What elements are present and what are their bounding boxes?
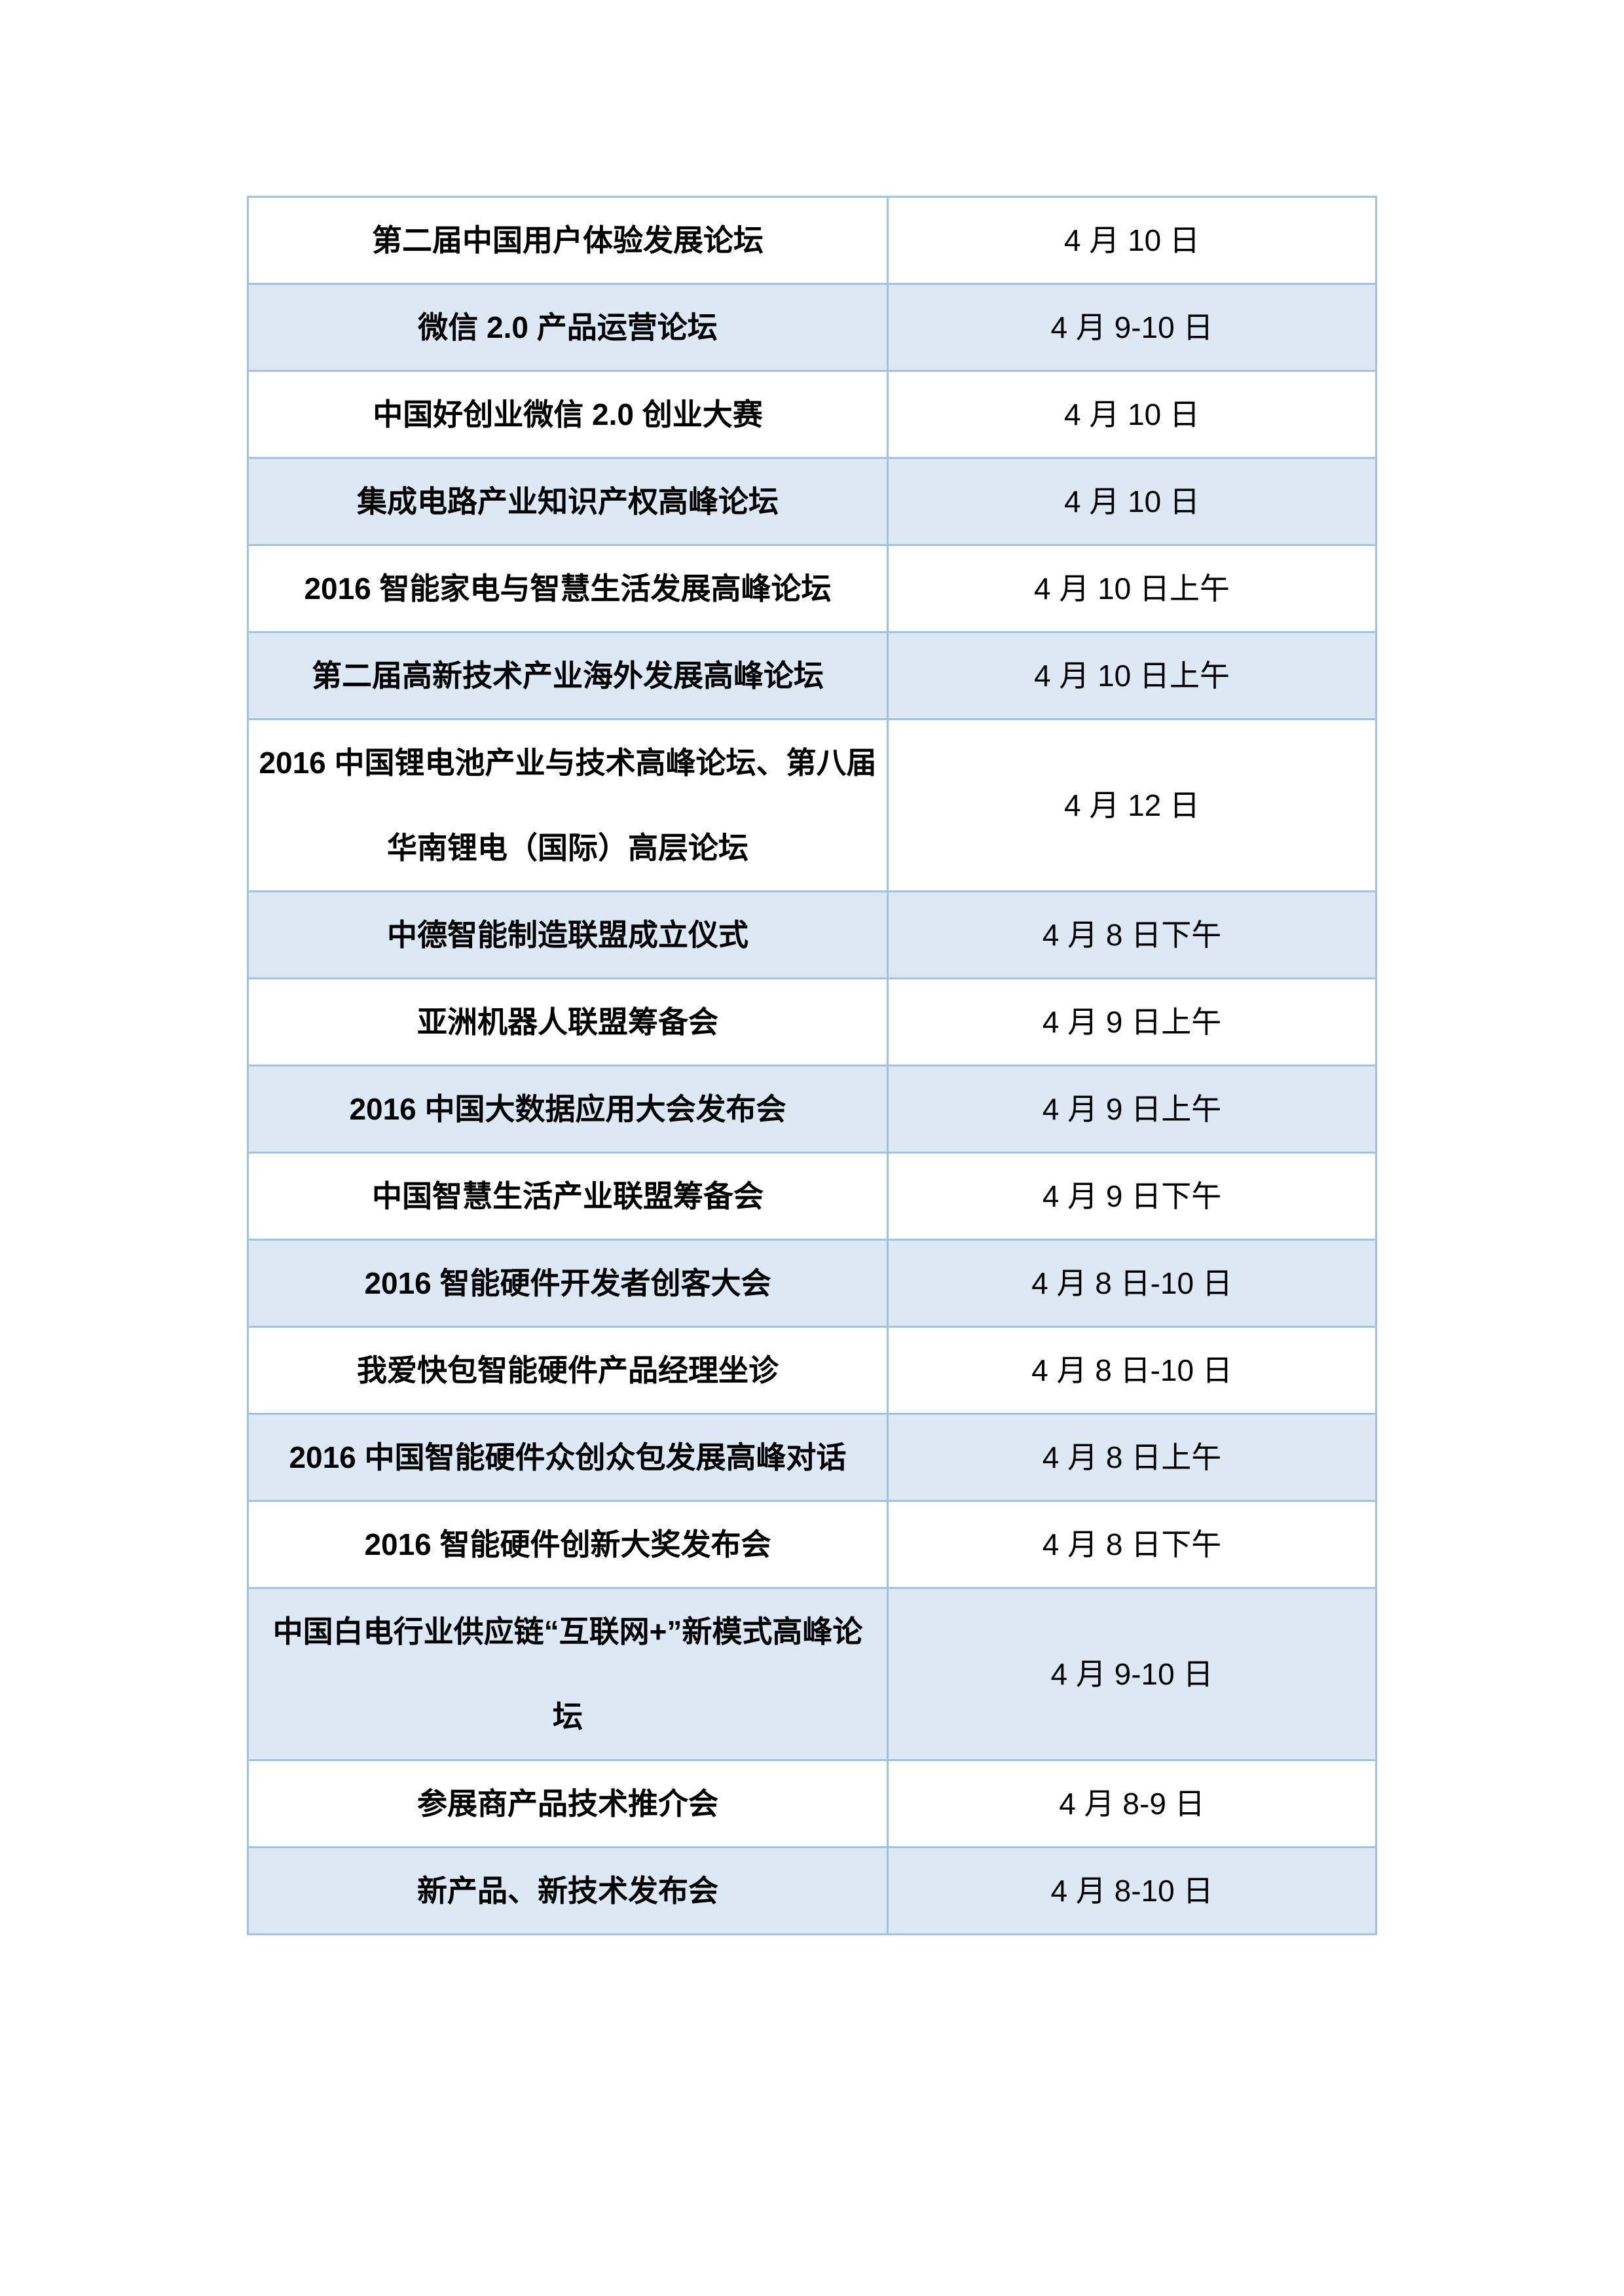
table-row: 第二届高新技术产业海外发展高峰论坛 4 月 10 日上午 [247, 631, 1377, 720]
event-date-cell: 4 月 8 日上午 [887, 1413, 1377, 1502]
event-date-cell: 4 月 10 日上午 [887, 631, 1377, 720]
event-name-cell: 我爱快包智能硬件产品经理坐诊 [247, 1326, 889, 1415]
event-name-cell: 亚洲机器人联盟筹备会 [247, 977, 889, 1066]
event-name-cell: 中国智慧生活产业联盟筹备会 [247, 1152, 889, 1241]
table-row: 亚洲机器人联盟筹备会 4 月 9 日上午 [247, 977, 1377, 1066]
event-date-cell: 4 月 8 日下午 [887, 1500, 1377, 1589]
event-name-cell: 第二届中国用户体验发展论坛 [247, 196, 889, 285]
event-date-cell: 4 月 10 日 [887, 196, 1377, 285]
table-row: 2016 中国大数据应用大会发布会 4 月 9 日上午 [247, 1065, 1377, 1154]
event-name-cell: 2016 中国锂电池产业与技术高峰论坛、第八届 华南锂电（国际）高层论坛 [247, 718, 889, 892]
table-row: 2016 智能硬件开发者创客大会 4 月 8 日-10 日 [247, 1239, 1377, 1328]
table-row: 2016 智能家电与智慧生活发展高峰论坛 4 月 10 日上午 [247, 544, 1377, 633]
table-row: 中国智慧生活产业联盟筹备会 4 月 9 日下午 [247, 1152, 1377, 1241]
event-name-cell: 参展商产品技术推介会 [247, 1759, 889, 1848]
event-date-cell: 4 月 8 日-10 日 [887, 1326, 1377, 1415]
event-date-cell: 4 月 9-10 日 [887, 1587, 1377, 1761]
table-row: 集成电路产业知识产权高峰论坛 4 月 10 日 [247, 457, 1377, 546]
event-date-cell: 4 月 9-10 日 [887, 283, 1377, 372]
event-name-cell: 新产品、新技术发布会 [247, 1846, 889, 1935]
table-row: 微信 2.0 产品运营论坛 4 月 9-10 日 [247, 283, 1377, 372]
event-date-cell: 4 月 8-10 日 [887, 1846, 1377, 1935]
table-row: 参展商产品技术推介会 4 月 8-9 日 [247, 1759, 1377, 1848]
event-name-cell: 中国好创业微信 2.0 创业大赛 [247, 370, 889, 459]
event-date-cell: 4 月 9 日下午 [887, 1152, 1377, 1241]
event-name-cell: 2016 智能硬件开发者创客大会 [247, 1239, 889, 1328]
event-name-cell: 2016 中国大数据应用大会发布会 [247, 1065, 889, 1154]
event-name-cell: 中德智能制造联盟成立仪式 [247, 890, 889, 979]
event-date-cell: 4 月 9 日上午 [887, 1065, 1377, 1154]
event-date-cell: 4 月 8 日下午 [887, 890, 1377, 979]
event-date-cell: 4 月 10 日 [887, 457, 1377, 546]
event-name-cell: 第二届高新技术产业海外发展高峰论坛 [247, 631, 889, 720]
event-name-cell: 微信 2.0 产品运营论坛 [247, 283, 889, 372]
events-table-body: 第二届中国用户体验发展论坛 4 月 10 日微信 2.0 产品运营论坛 4 月 9-… [247, 196, 1377, 1935]
event-date-cell: 4 月 8 日-10 日 [887, 1239, 1377, 1328]
table-row: 中德智能制造联盟成立仪式 4 月 8 日下午 [247, 890, 1377, 979]
events-schedule-table: 第二届中国用户体验发展论坛 4 月 10 日微信 2.0 产品运营论坛 4 月 9-… [247, 196, 1377, 1935]
table-row: 第二届中国用户体验发展论坛 4 月 10 日 [247, 196, 1377, 285]
event-name-cell: 中国白电行业供应链“互联网+”新模式高峰论 坛 [247, 1587, 889, 1761]
event-name-cell: 2016 智能硬件创新大奖发布会 [247, 1500, 889, 1589]
table-row: 新产品、新技术发布会 4 月 8-10 日 [247, 1846, 1377, 1935]
table-row: 我爱快包智能硬件产品经理坐诊 4 月 8 日-10 日 [247, 1326, 1377, 1415]
table-row: 中国好创业微信 2.0 创业大赛 4 月 10 日 [247, 370, 1377, 459]
event-date-cell: 4 月 12 日 [887, 718, 1377, 892]
event-date-cell: 4 月 9 日上午 [887, 977, 1377, 1066]
event-date-cell: 4 月 10 日 [887, 370, 1377, 459]
table-row: 2016 中国智能硬件众创众包发展高峰对话 4 月 8 日上午 [247, 1413, 1377, 1502]
table-row: 2016 智能硬件创新大奖发布会 4 月 8 日下午 [247, 1500, 1377, 1589]
table-row: 2016 中国锂电池产业与技术高峰论坛、第八届 华南锂电（国际）高层论坛 4 月 … [247, 718, 1377, 892]
event-date-cell: 4 月 10 日上午 [887, 544, 1377, 633]
event-name-cell: 2016 智能家电与智慧生活发展高峰论坛 [247, 544, 889, 633]
event-name-cell: 集成电路产业知识产权高峰论坛 [247, 457, 889, 546]
event-date-cell: 4 月 8-9 日 [887, 1759, 1377, 1848]
event-name-cell: 2016 中国智能硬件众创众包发展高峰对话 [247, 1413, 889, 1502]
